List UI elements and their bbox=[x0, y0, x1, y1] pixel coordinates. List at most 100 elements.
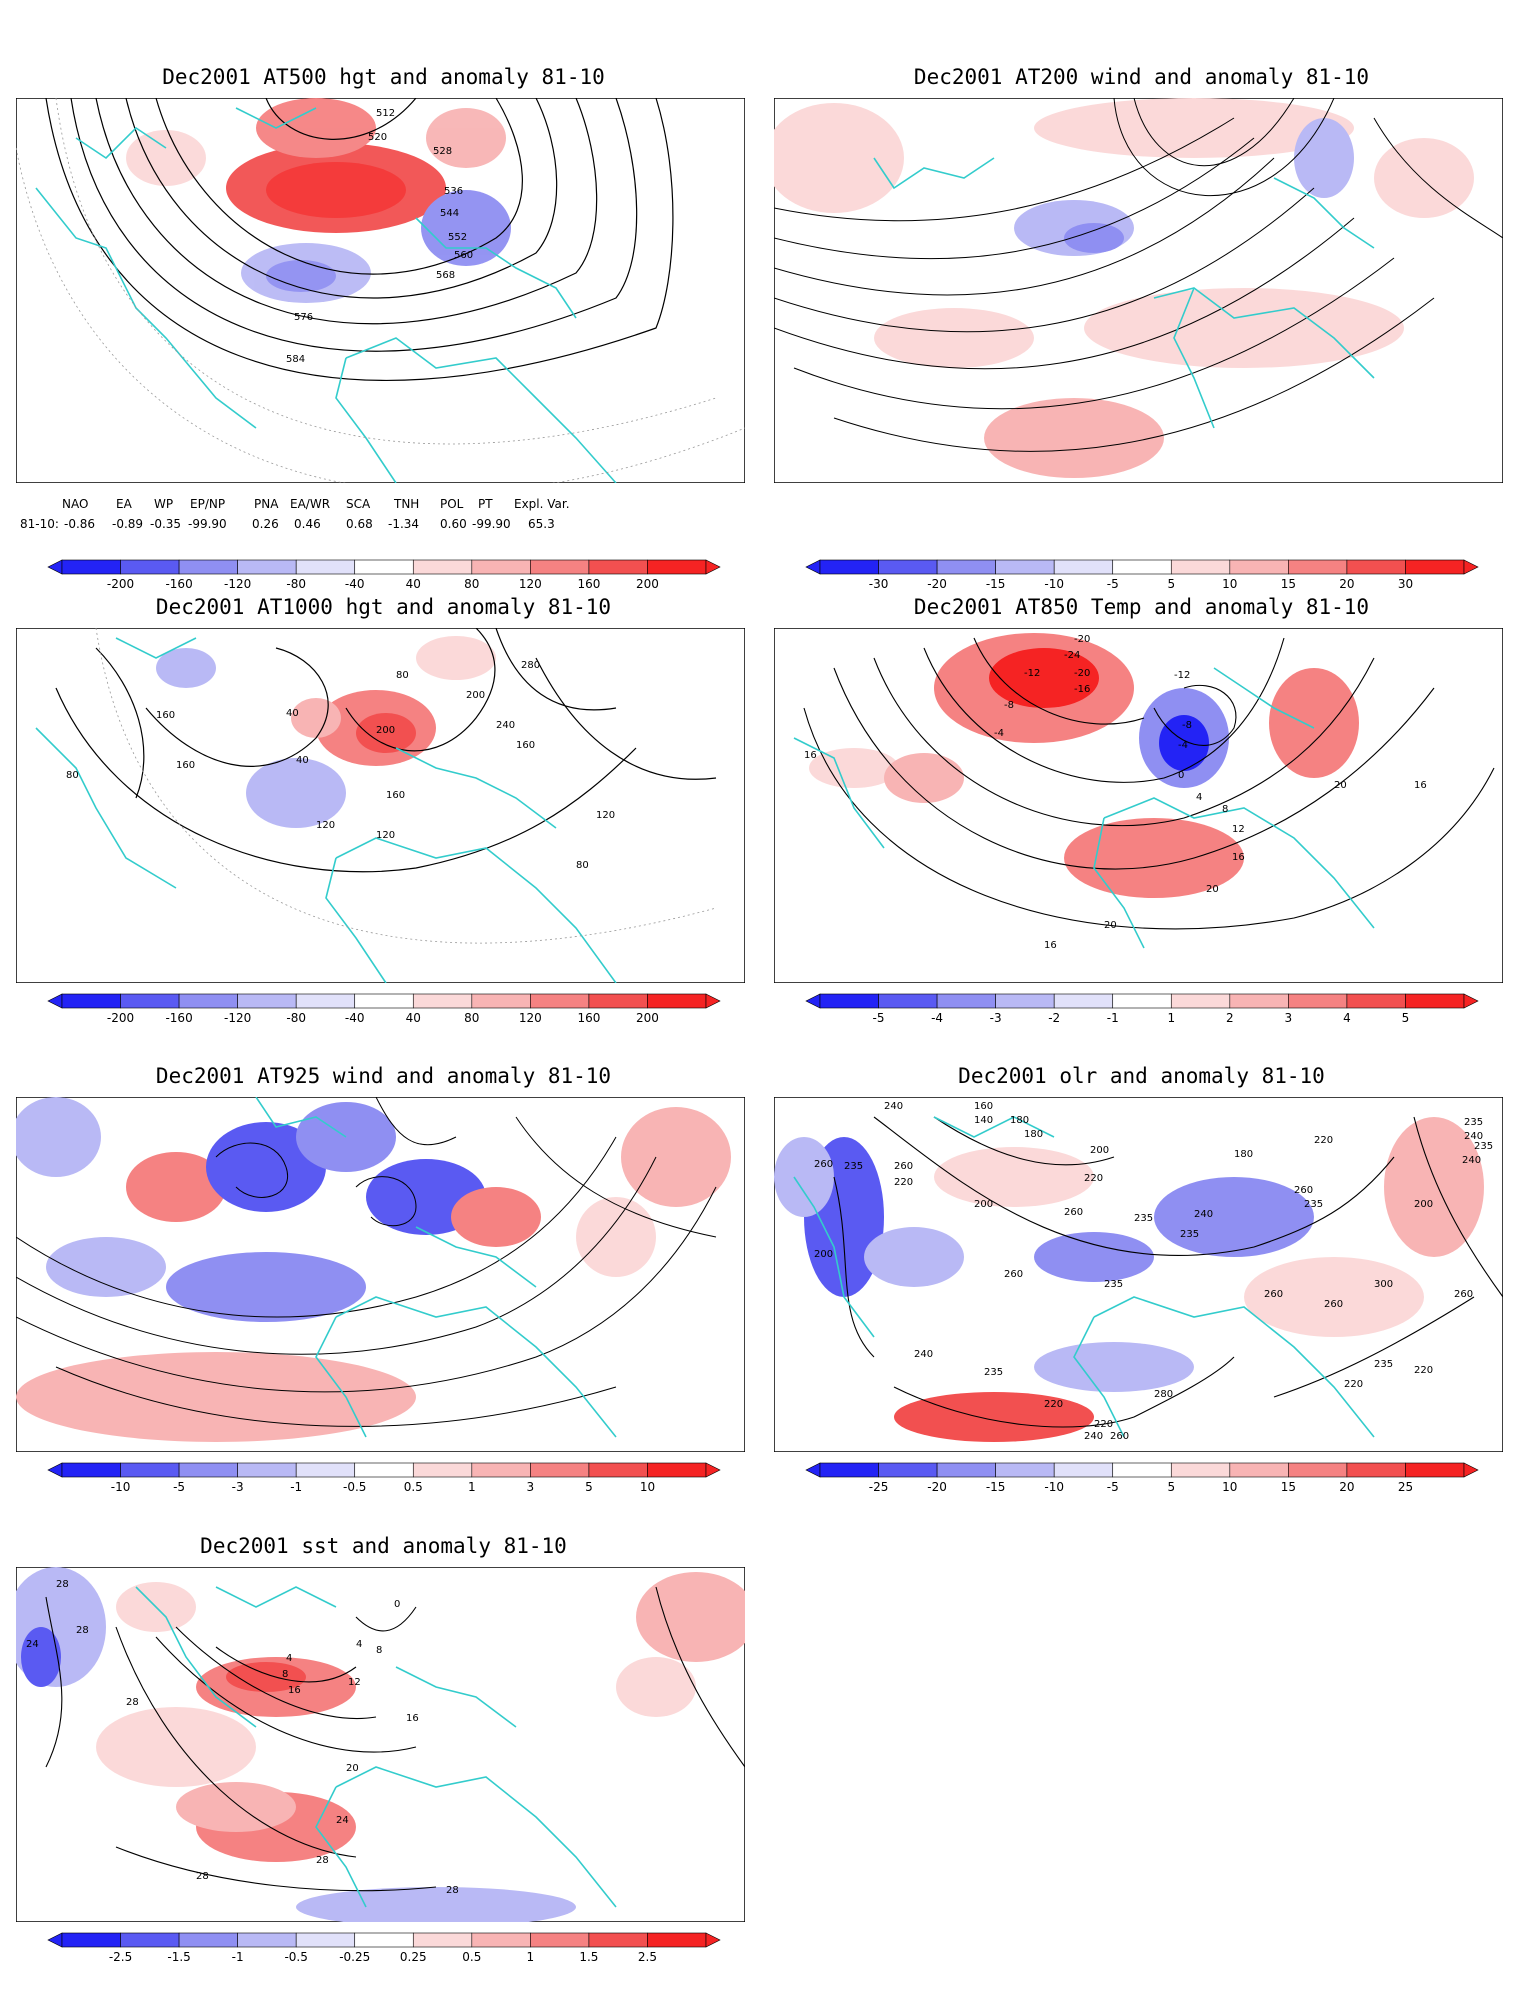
contour-label: 235 bbox=[984, 1367, 1003, 1378]
contour-label: 24 bbox=[26, 1639, 39, 1650]
colorbar-swatch bbox=[237, 1462, 297, 1478]
colorbar-swatch bbox=[1170, 559, 1231, 575]
graticule bbox=[16, 98, 745, 483]
contour-label: 235 bbox=[1464, 1117, 1483, 1128]
colorbar-swatch bbox=[1288, 993, 1348, 1009]
contour-label: 280 bbox=[1154, 1389, 1173, 1400]
contour-label: 8 bbox=[1222, 804, 1228, 815]
contour-label: 24 bbox=[336, 1815, 349, 1826]
colorbar-swatch bbox=[471, 1462, 531, 1478]
colorbar-swatch bbox=[1346, 1462, 1406, 1478]
contour-label: 160 bbox=[386, 790, 405, 801]
colorbar-tick-label: -0.5 bbox=[343, 1480, 366, 1494]
colorbar-swatch bbox=[61, 1462, 121, 1478]
contour-label: 235 bbox=[1180, 1229, 1199, 1240]
contour-label: 20 bbox=[346, 1763, 359, 1774]
index-value: -0.89 bbox=[112, 517, 144, 531]
contour-label: 28 bbox=[126, 1697, 139, 1708]
contour-label-group: 28 24 28 28 4 8 12 16 0 4 8 16 20 24 28 … bbox=[26, 1579, 459, 1896]
contour-label: 260 bbox=[1064, 1207, 1083, 1218]
colorbar: -2.5 -1.5 -1 -0.5 -0.25 0.25 0.5 1 1.5 2.5 bbox=[47, 1932, 721, 1964]
graticule bbox=[95, 628, 717, 944]
index-name: EA bbox=[116, 497, 132, 511]
colorbar-tick-label: 3 bbox=[527, 1480, 535, 1494]
index-name: PNA bbox=[254, 497, 279, 511]
contour-label: 12 bbox=[348, 1677, 361, 1688]
contour-label: 260 bbox=[1324, 1299, 1343, 1310]
contour-label: 240 bbox=[1084, 1431, 1103, 1442]
colorbar-swatch bbox=[295, 559, 356, 575]
contour-label: 28 bbox=[316, 1855, 329, 1866]
colorbar-tick-label: 5 bbox=[585, 1480, 593, 1494]
colorbar-swatch bbox=[412, 1932, 473, 1948]
index-value: -0.86 bbox=[64, 517, 96, 531]
colorbar-swatch bbox=[588, 559, 648, 575]
colorbar: -25 -20 -15 -10 -5 5 10 15 20 25 bbox=[805, 1462, 1479, 1494]
contour-label: 528 bbox=[433, 146, 452, 157]
colorbar-tick-label: 0.5 bbox=[404, 1480, 423, 1494]
contour-label: 235 bbox=[844, 1161, 863, 1172]
contour-label: 160 bbox=[516, 740, 535, 751]
contour-label: 20 bbox=[1206, 884, 1219, 895]
colorbar-swatch bbox=[178, 993, 238, 1009]
colorbar-arrow-right bbox=[705, 1932, 721, 1948]
colorbar-swatch bbox=[588, 1932, 648, 1948]
colorbar-swatch bbox=[819, 559, 879, 575]
colorbar-tick-label: 15 bbox=[1281, 577, 1296, 591]
contour-label: 584 bbox=[286, 354, 305, 365]
contour-label: -8 bbox=[1004, 700, 1014, 711]
colorbar-tick-label: -0.25 bbox=[339, 1950, 370, 1964]
contour-label-group: 120 160 40 80 200 240 280 160 120 80 80 … bbox=[66, 660, 615, 871]
coastlines bbox=[135, 1586, 617, 1908]
contour-label: 544 bbox=[440, 208, 459, 219]
panel-title: Dec2001 sst and anomaly 81-10 bbox=[200, 1534, 567, 1558]
colorbar-swatch bbox=[237, 1932, 297, 1948]
contour-lines bbox=[45, 1586, 745, 1892]
colorbar-tick-label: -3 bbox=[232, 1480, 244, 1494]
colorbar-swatch bbox=[1346, 559, 1406, 575]
contour-label: 280 bbox=[521, 660, 540, 671]
coastlines bbox=[35, 107, 617, 483]
contour-label: 4 bbox=[1196, 792, 1202, 803]
colorbar-swatch bbox=[295, 993, 356, 1009]
colorbar-tick-label: -5 bbox=[1107, 577, 1119, 591]
contour-label: 240 bbox=[1464, 1131, 1483, 1142]
colorbar-arrow-left bbox=[805, 993, 821, 1009]
coastlines bbox=[873, 157, 1375, 429]
coastlines bbox=[35, 637, 617, 983]
contour-lines bbox=[45, 98, 674, 381]
contour-label: 235 bbox=[1374, 1359, 1393, 1370]
contour-label: 560 bbox=[454, 250, 473, 261]
index-value: 0.26 bbox=[252, 517, 279, 531]
contour-label: 260 bbox=[1004, 1269, 1023, 1280]
colorbar-swatch bbox=[995, 1462, 1055, 1478]
colorbar-swatch bbox=[1053, 559, 1114, 575]
colorbar-swatch bbox=[995, 993, 1055, 1009]
colorbar-tick-label: 25 bbox=[1398, 1480, 1413, 1494]
contour-label: 200 bbox=[814, 1249, 833, 1260]
colorbar-tick-label: -5 bbox=[173, 1480, 185, 1494]
colorbar-swatch bbox=[120, 993, 180, 1009]
colorbar-tick-label: 10 bbox=[640, 1480, 655, 1494]
panel-at500: Dec2001 AT500 hgt and anomaly 81-10 bbox=[16, 64, 751, 591]
colorbar-tick-label: -80 bbox=[286, 1011, 306, 1025]
contour-label: -24 bbox=[1064, 650, 1080, 661]
contour-label: 120 bbox=[596, 810, 615, 821]
colorbar-arrow-left bbox=[47, 1932, 63, 1948]
colorbar-tick-label: -80 bbox=[286, 577, 306, 591]
colorbar-swatch bbox=[647, 1932, 707, 1948]
contour-label: 4 bbox=[286, 1653, 292, 1664]
contour-label: 180 bbox=[1010, 1115, 1029, 1126]
colorbar-swatch bbox=[530, 993, 590, 1009]
colorbar-swatch bbox=[471, 1932, 531, 1948]
map-at850: -20 -24 -20 -16 -12 -8 -4 0 4 8 12 16 20… bbox=[774, 628, 1503, 983]
contour-label: 235 bbox=[1304, 1199, 1323, 1210]
index-value: -1.34 bbox=[388, 517, 420, 531]
contour-label: 200 bbox=[466, 690, 485, 701]
colorbar-swatch bbox=[1405, 993, 1465, 1009]
colorbar-swatch bbox=[1112, 1462, 1172, 1478]
contour-label: 260 bbox=[814, 1159, 833, 1170]
colorbar-tick-label: -10 bbox=[1044, 1480, 1064, 1494]
contour-label: 16 bbox=[1044, 940, 1057, 951]
colorbar-tick-label: -40 bbox=[345, 577, 365, 591]
